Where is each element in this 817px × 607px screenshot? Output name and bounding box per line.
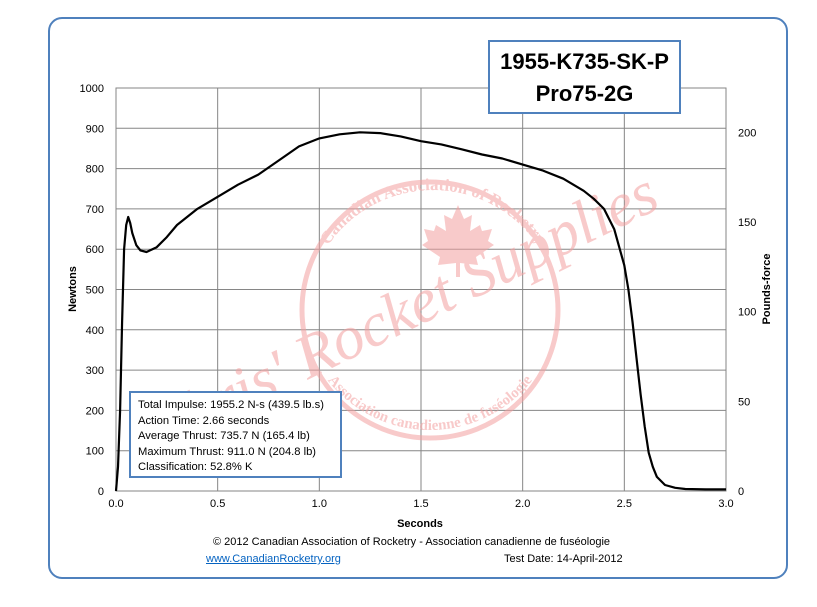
motor-designation: 1955-K735-SK-P (500, 49, 669, 74)
watermark-ring (299, 179, 561, 441)
y-tick-label: 400 (86, 325, 104, 337)
y-tick-label: 900 (86, 123, 104, 135)
y-tick-label: 500 (86, 285, 104, 297)
y-tick-label: 200 (86, 405, 104, 417)
maple-leaf-icon (422, 205, 494, 277)
x-tick-label: 0.0 (108, 498, 123, 510)
x-tick-label: 1.0 (312, 498, 327, 510)
stats-box: Total Impulse: 1955.2 N-s (439.5 lb.s) A… (129, 391, 342, 478)
x-tick-label: 3.0 (718, 498, 733, 510)
y2-axis-label: Pounds-force (761, 254, 773, 325)
total-impulse: Total Impulse: 1955.2 N-s (439.5 lb.s) (138, 399, 324, 411)
y2-tick-label: 0 (738, 486, 744, 498)
y-tick-label: 300 (86, 365, 104, 377)
y-tick-label: 1000 (80, 83, 104, 95)
average-thrust: Average Thrust: 735.7 N (165.4 lb) (138, 430, 310, 443)
website-link[interactable]: www.CanadianRocketry.org (206, 553, 341, 565)
y-tick-label: 700 (86, 204, 104, 216)
motor-title-box: 1955-K735-SK-P Pro75-2G (488, 40, 681, 114)
x-tick-label: 2.0 (515, 498, 530, 510)
motor-case: Pro75-2G (535, 81, 634, 106)
y-tick-label: 600 (86, 244, 104, 256)
y2-tick-label: 100 (738, 307, 756, 319)
thrust-curve (114, 131, 726, 492)
x-axis-label: Seconds (397, 518, 443, 530)
classification: Classification: 52.8% K (138, 461, 253, 474)
action-time: Action Time: 2.66 seconds (138, 414, 270, 427)
y2-tick-label: 150 (738, 217, 756, 229)
x-tick-label: 2.5 (617, 498, 632, 510)
plot-border (115, 87, 727, 492)
maximum-thrust: Maximum Thrust: 911.0 N (204.8 lb) (138, 445, 317, 458)
test-date: Test Date: 14-April-2012 (504, 553, 623, 565)
x-tick-label: 0.5 (210, 498, 225, 510)
watermark-ring-inner-text: Association canadienne de fuséologie (325, 372, 536, 434)
y2-tick-label: 200 (738, 127, 756, 139)
y2-tick-label: 50 (738, 396, 750, 408)
y-tick-label: 100 (86, 446, 104, 458)
y-tick-label: 800 (86, 164, 104, 176)
x-tick-label: 1.5 (413, 498, 428, 510)
y-axis-label: Newtons (67, 266, 79, 312)
copyright-notice: © 2012 Canadian Association of Rocketry … (212, 536, 611, 548)
y-tick-label: 0 (98, 486, 104, 498)
